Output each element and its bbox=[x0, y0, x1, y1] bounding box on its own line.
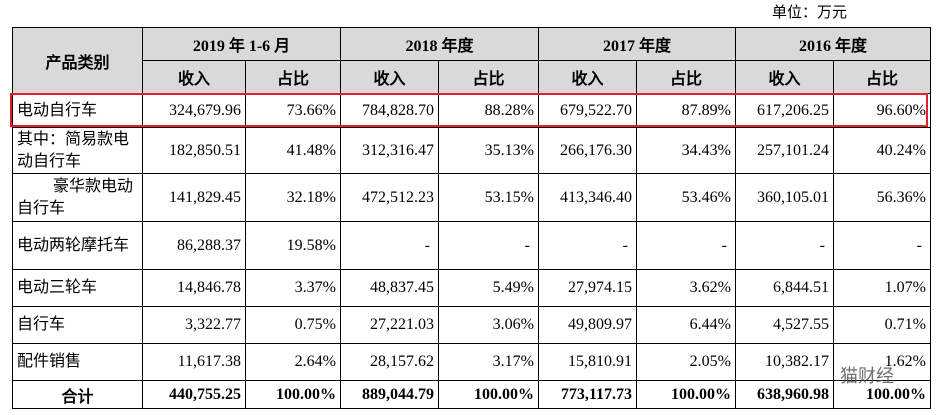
header-cell: 收入 bbox=[340, 60, 439, 94]
table-cell: 100.00% bbox=[438, 380, 539, 409]
table-cell: 182,850.51 bbox=[142, 127, 246, 174]
table-cell: 27,221.03 bbox=[340, 306, 439, 344]
header-row: 收入 占比 收入 占比 收入 占比 收入 占比 bbox=[13, 60, 931, 94]
table-cell: 440,755.25 bbox=[142, 380, 246, 409]
table-cell: 3.17% bbox=[438, 343, 539, 381]
table-cell: 679,522.70 bbox=[538, 93, 637, 128]
table-cell: 56.36% bbox=[833, 173, 931, 222]
table-cell: - bbox=[735, 221, 834, 270]
header-cell: 收入 bbox=[142, 60, 246, 94]
table-cell: 360,105.01 bbox=[735, 173, 834, 222]
table-cell: 1.62% bbox=[833, 343, 931, 381]
table: 产品类别 2019 年 1-6 月 2018 年度 2017 年度 2016 年度 收入占… bbox=[12, 27, 931, 409]
table-cell: 141,829.45 bbox=[142, 173, 246, 222]
header-cell: 2018 年度 bbox=[340, 27, 539, 61]
table-cell: 配件销售 bbox=[12, 343, 143, 381]
table-cell: - bbox=[340, 221, 439, 270]
unit-label: 单位：万元 bbox=[771, 5, 847, 21]
table-cell: 3.62% bbox=[636, 269, 736, 307]
header-row: 产品类别 2019 年 1-6 月 2018 年度 2017 年度 2016 年度 bbox=[12, 27, 931, 94]
table-cell: 100.00% bbox=[636, 380, 736, 409]
table-cell: 14,846.78 bbox=[142, 269, 246, 307]
table-cell: 100.00% bbox=[245, 380, 341, 409]
table-cell: 3.06% bbox=[438, 306, 539, 344]
table-row: 电动三轮车 14,846.78 3.37% 48,837.45 5.49% 27,974.… bbox=[12, 269, 931, 307]
table-cell: 773,117.73 bbox=[538, 380, 637, 409]
table-cell: - bbox=[438, 221, 539, 270]
table-cell: 889,044.79 bbox=[340, 380, 439, 409]
table-row: 配件销售 11,617.38 2.64% 28,157.62 3.17% 15,810.9… bbox=[12, 343, 931, 381]
table-cell: 784,828.70 bbox=[340, 93, 439, 128]
header-cell: 占比 bbox=[245, 60, 341, 94]
table-cell: 2.05% bbox=[636, 343, 736, 381]
table-cell: 53.15% bbox=[438, 173, 539, 222]
table-cell: 电动自行车 bbox=[12, 93, 143, 128]
table-cell: 88.28% bbox=[438, 93, 539, 128]
table-cell: 34.43% bbox=[636, 127, 736, 174]
table-row: 其中：简易款电动自行车 182,850.51 41.48% 312,316.47 35.… bbox=[12, 127, 931, 174]
table-cell: 32.18% bbox=[245, 173, 341, 222]
table-cell: 472,512.23 bbox=[340, 173, 439, 222]
table-cell: 312,316.47 bbox=[340, 127, 439, 174]
table-cell: 27,974.15 bbox=[538, 269, 637, 307]
table-cell: 15,810.91 bbox=[538, 343, 637, 381]
table-cell: 87.89% bbox=[636, 93, 736, 128]
table-row: 豪华款电动自行车 141,829.45 32.18% 472,512.23 53.15%… bbox=[12, 173, 931, 222]
header-cell: 2016 年度 bbox=[735, 27, 931, 61]
table-cell: 257,101.24 bbox=[735, 127, 834, 174]
header-cell: 占比 bbox=[833, 60, 931, 94]
table-cell: 19.58% bbox=[245, 221, 341, 270]
header-cell: 占比 bbox=[636, 60, 736, 94]
table-cell: 合计 bbox=[12, 380, 143, 409]
table-cell: 73.66% bbox=[245, 93, 341, 128]
table-cell: 324,679.96 bbox=[142, 93, 246, 128]
table-cell: 电动三轮车 bbox=[12, 269, 143, 307]
table-cell: 自行车 bbox=[12, 306, 143, 344]
table-cell: 53.46% bbox=[636, 173, 736, 222]
table-cell: 35.13% bbox=[438, 127, 539, 174]
table-cell: 2.64% bbox=[245, 343, 341, 381]
table-cell: 6.44% bbox=[636, 306, 736, 344]
table-cell: 40.24% bbox=[833, 127, 931, 174]
table-cell: 11,617.38 bbox=[142, 343, 246, 381]
table-cell: 413,346.40 bbox=[538, 173, 637, 222]
header-cell: 收入 bbox=[538, 60, 637, 94]
table-row: 电动两轮摩托车 86,288.37 19.58% - - - - - - bbox=[12, 221, 931, 270]
table-cell: 3.37% bbox=[245, 269, 341, 307]
table-cell: 638,960.98 bbox=[735, 380, 834, 409]
table-cell: 41.48% bbox=[245, 127, 341, 174]
table-cell: 其中：简易款电动自行车 bbox=[12, 127, 143, 174]
table-cell: 96.60% bbox=[833, 93, 931, 128]
table-cell: 豪华款电动自行车 bbox=[12, 173, 143, 222]
table-cell: 0.75% bbox=[245, 306, 341, 344]
table-cell: 0.71% bbox=[833, 306, 931, 344]
header-cell: 2017 年度 bbox=[538, 27, 736, 61]
table-row: 自行车 3,322.77 0.75% 27,221.03 3.06% 49,809.97 6… bbox=[12, 306, 931, 344]
header-cell: 2019 年 1-6 月 bbox=[142, 27, 341, 61]
table-cell: - bbox=[538, 221, 637, 270]
watermark: 猫财经 bbox=[840, 366, 894, 387]
table-cell: 电动两轮摩托车 bbox=[12, 221, 143, 270]
table-cell: 6,844.51 bbox=[735, 269, 834, 307]
table-cell: 100.00% bbox=[833, 380, 931, 409]
table-cell: 4,527.55 bbox=[735, 306, 834, 344]
header-cell: 收入 bbox=[735, 60, 834, 94]
table-cell: 49,809.97 bbox=[538, 306, 637, 344]
table-cell: 10,382.17 bbox=[735, 343, 834, 381]
table-cell: 48,837.45 bbox=[340, 269, 439, 307]
table-cell: 28,157.62 bbox=[340, 343, 439, 381]
header-cell: 产品类别 bbox=[12, 27, 143, 94]
table-cell: - bbox=[833, 221, 931, 270]
table-row: 电动自行车 324,679.96 73.66% 784,828.70 88.28% 679… bbox=[12, 93, 931, 128]
table-cell: 617,206.25 bbox=[735, 93, 834, 128]
header-cell: 占比 bbox=[438, 60, 539, 94]
table-cell: 1.07% bbox=[833, 269, 931, 307]
table-cell: 86,288.37 bbox=[142, 221, 246, 270]
table-cell: 266,176.30 bbox=[538, 127, 637, 174]
table-cell: 5.49% bbox=[438, 269, 539, 307]
table-cell: - bbox=[636, 221, 736, 270]
total-row: 合计 440,755.25 100.00% 889,044.79 100.00% 773,… bbox=[12, 380, 931, 409]
table-cell: 3,322.77 bbox=[142, 306, 246, 344]
